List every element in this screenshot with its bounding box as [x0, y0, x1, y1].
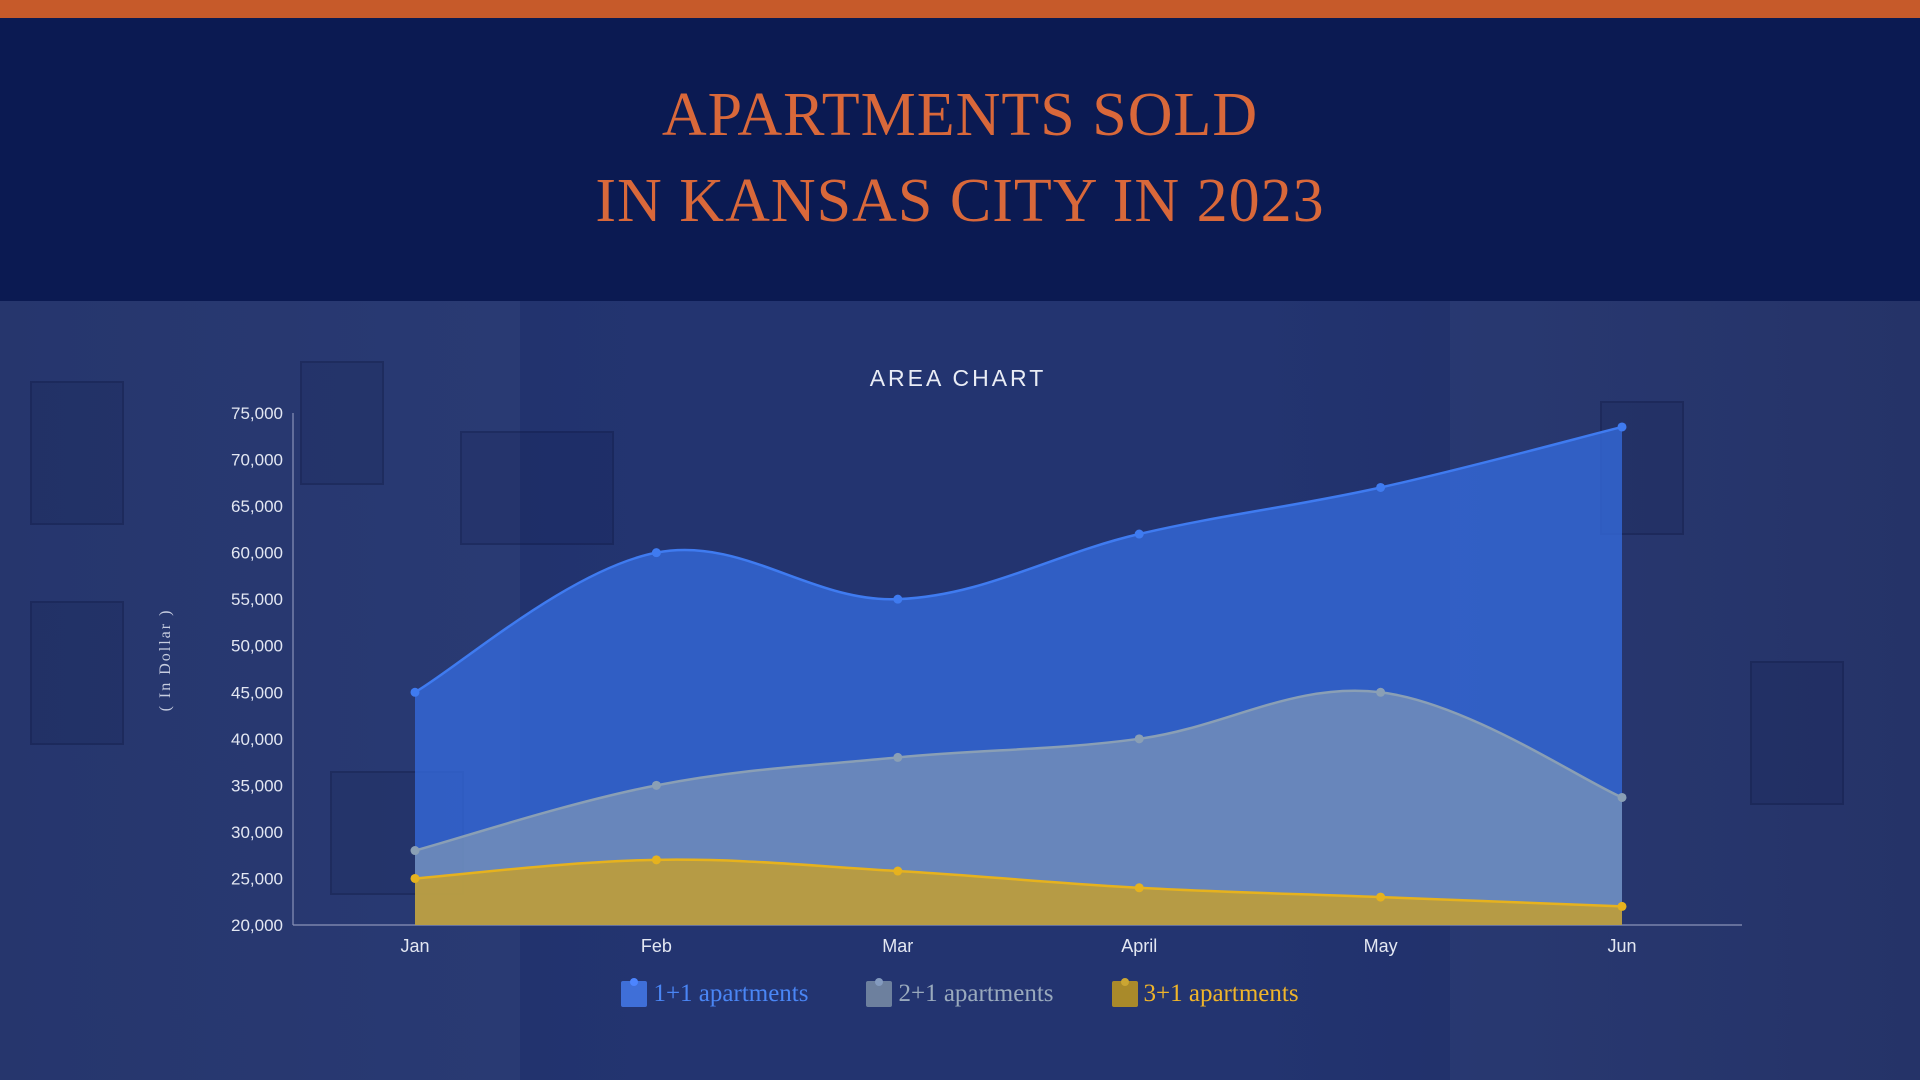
y-tick-label: 70,000 — [231, 451, 283, 470]
x-tick-label: Feb — [641, 936, 672, 956]
series-2-line — [414, 689, 1623, 852]
series-2-point-jun[interactable] — [1617, 792, 1627, 802]
series-1-point-mar[interactable] — [893, 594, 903, 604]
chart-legend: 1+1 apartments 2+1 apartments 3+1 apartm… — [0, 980, 1920, 1008]
y-tick-label: 75,000 — [231, 404, 283, 423]
series-2-point-may[interactable] — [1376, 687, 1386, 697]
x-tick-label: May — [1364, 936, 1398, 956]
series-2-point-april[interactable] — [1134, 734, 1144, 744]
y-tick-label: 55,000 — [231, 590, 283, 609]
header-band — [0, 18, 1920, 301]
series-2-point-mar[interactable] — [893, 752, 903, 762]
series-3-point-april[interactable] — [1134, 883, 1144, 893]
series-3-point-mar[interactable] — [893, 866, 903, 876]
legend-item-series-2[interactable]: 2+1 apartments — [866, 980, 1054, 1008]
legend-swatch-series-3 — [1111, 981, 1138, 1007]
series-3-line — [414, 858, 1623, 908]
x-tick-label: Jun — [1607, 936, 1636, 956]
series-3-point-jun[interactable] — [1617, 901, 1627, 911]
series-2-point-jan[interactable] — [410, 846, 420, 856]
x-tick-label: April — [1121, 936, 1157, 956]
x-tick-label: Mar — [882, 936, 913, 956]
series-3-point-feb[interactable] — [651, 855, 661, 865]
page-title-line-2: IN KANSAS CITY IN 2023 — [595, 167, 1325, 235]
series-3-point-jan[interactable] — [410, 873, 420, 883]
y-tick-label: 25,000 — [231, 869, 283, 888]
y-tick-label: 35,000 — [231, 776, 283, 795]
series-1-point-may[interactable] — [1376, 482, 1386, 492]
series-1-point-april[interactable] — [1134, 529, 1144, 539]
y-axis-label: ( In Dollar ) — [157, 609, 174, 712]
y-tick-label: 40,000 — [231, 730, 283, 749]
page-title-line-1: APARTMENTS SOLD — [661, 81, 1259, 149]
legend-item-series-3[interactable]: 3+1 apartments — [1111, 980, 1299, 1008]
x-tick-label: Jan — [400, 936, 429, 956]
y-tick-label: 30,000 — [231, 823, 283, 842]
legend-label-series-3: 3+1 apartments — [1143, 980, 1299, 1007]
y-tick-label: 45,000 — [231, 683, 283, 702]
series-1-point-jan[interactable] — [410, 687, 420, 697]
series-points — [410, 422, 1627, 911]
legend-swatch-series-1 — [621, 981, 648, 1007]
legend-label-series-1: 1+1 apartments — [653, 980, 809, 1007]
series-3-point-may[interactable] — [1376, 892, 1386, 902]
series-areas — [414, 425, 1623, 925]
top-accent-stripe — [0, 0, 1920, 18]
y-tick-label: 20,000 — [231, 916, 283, 935]
series-1-line — [414, 425, 1623, 694]
series-3-area — [415, 859, 1622, 925]
y-tick-label: 50,000 — [231, 637, 283, 656]
series-1-point-jun[interactable] — [1617, 422, 1627, 432]
page-title: APARTMENTS SOLD IN KANSAS CITY IN 2023 — [0, 72, 1920, 244]
legend-label-series-2: 2+1 apartments — [898, 980, 1054, 1007]
legend-item-series-1[interactable]: 1+1 apartments — [621, 980, 808, 1008]
y-tick-label: 60,000 — [231, 544, 283, 563]
y-tick-label: 65,000 — [231, 497, 283, 516]
series-1-point-feb[interactable] — [651, 548, 661, 558]
y-tick-labels: 20,000 25,000 30,000 35,000 40,000 45,000 50,0… — [231, 404, 283, 935]
legend-swatch-series-2 — [866, 981, 893, 1007]
x-tick-labels: Jan Feb Mar April May Jun — [400, 936, 1636, 956]
chart-title: AREA CHART — [870, 365, 1047, 391]
series-2-point-feb[interactable] — [651, 780, 661, 790]
